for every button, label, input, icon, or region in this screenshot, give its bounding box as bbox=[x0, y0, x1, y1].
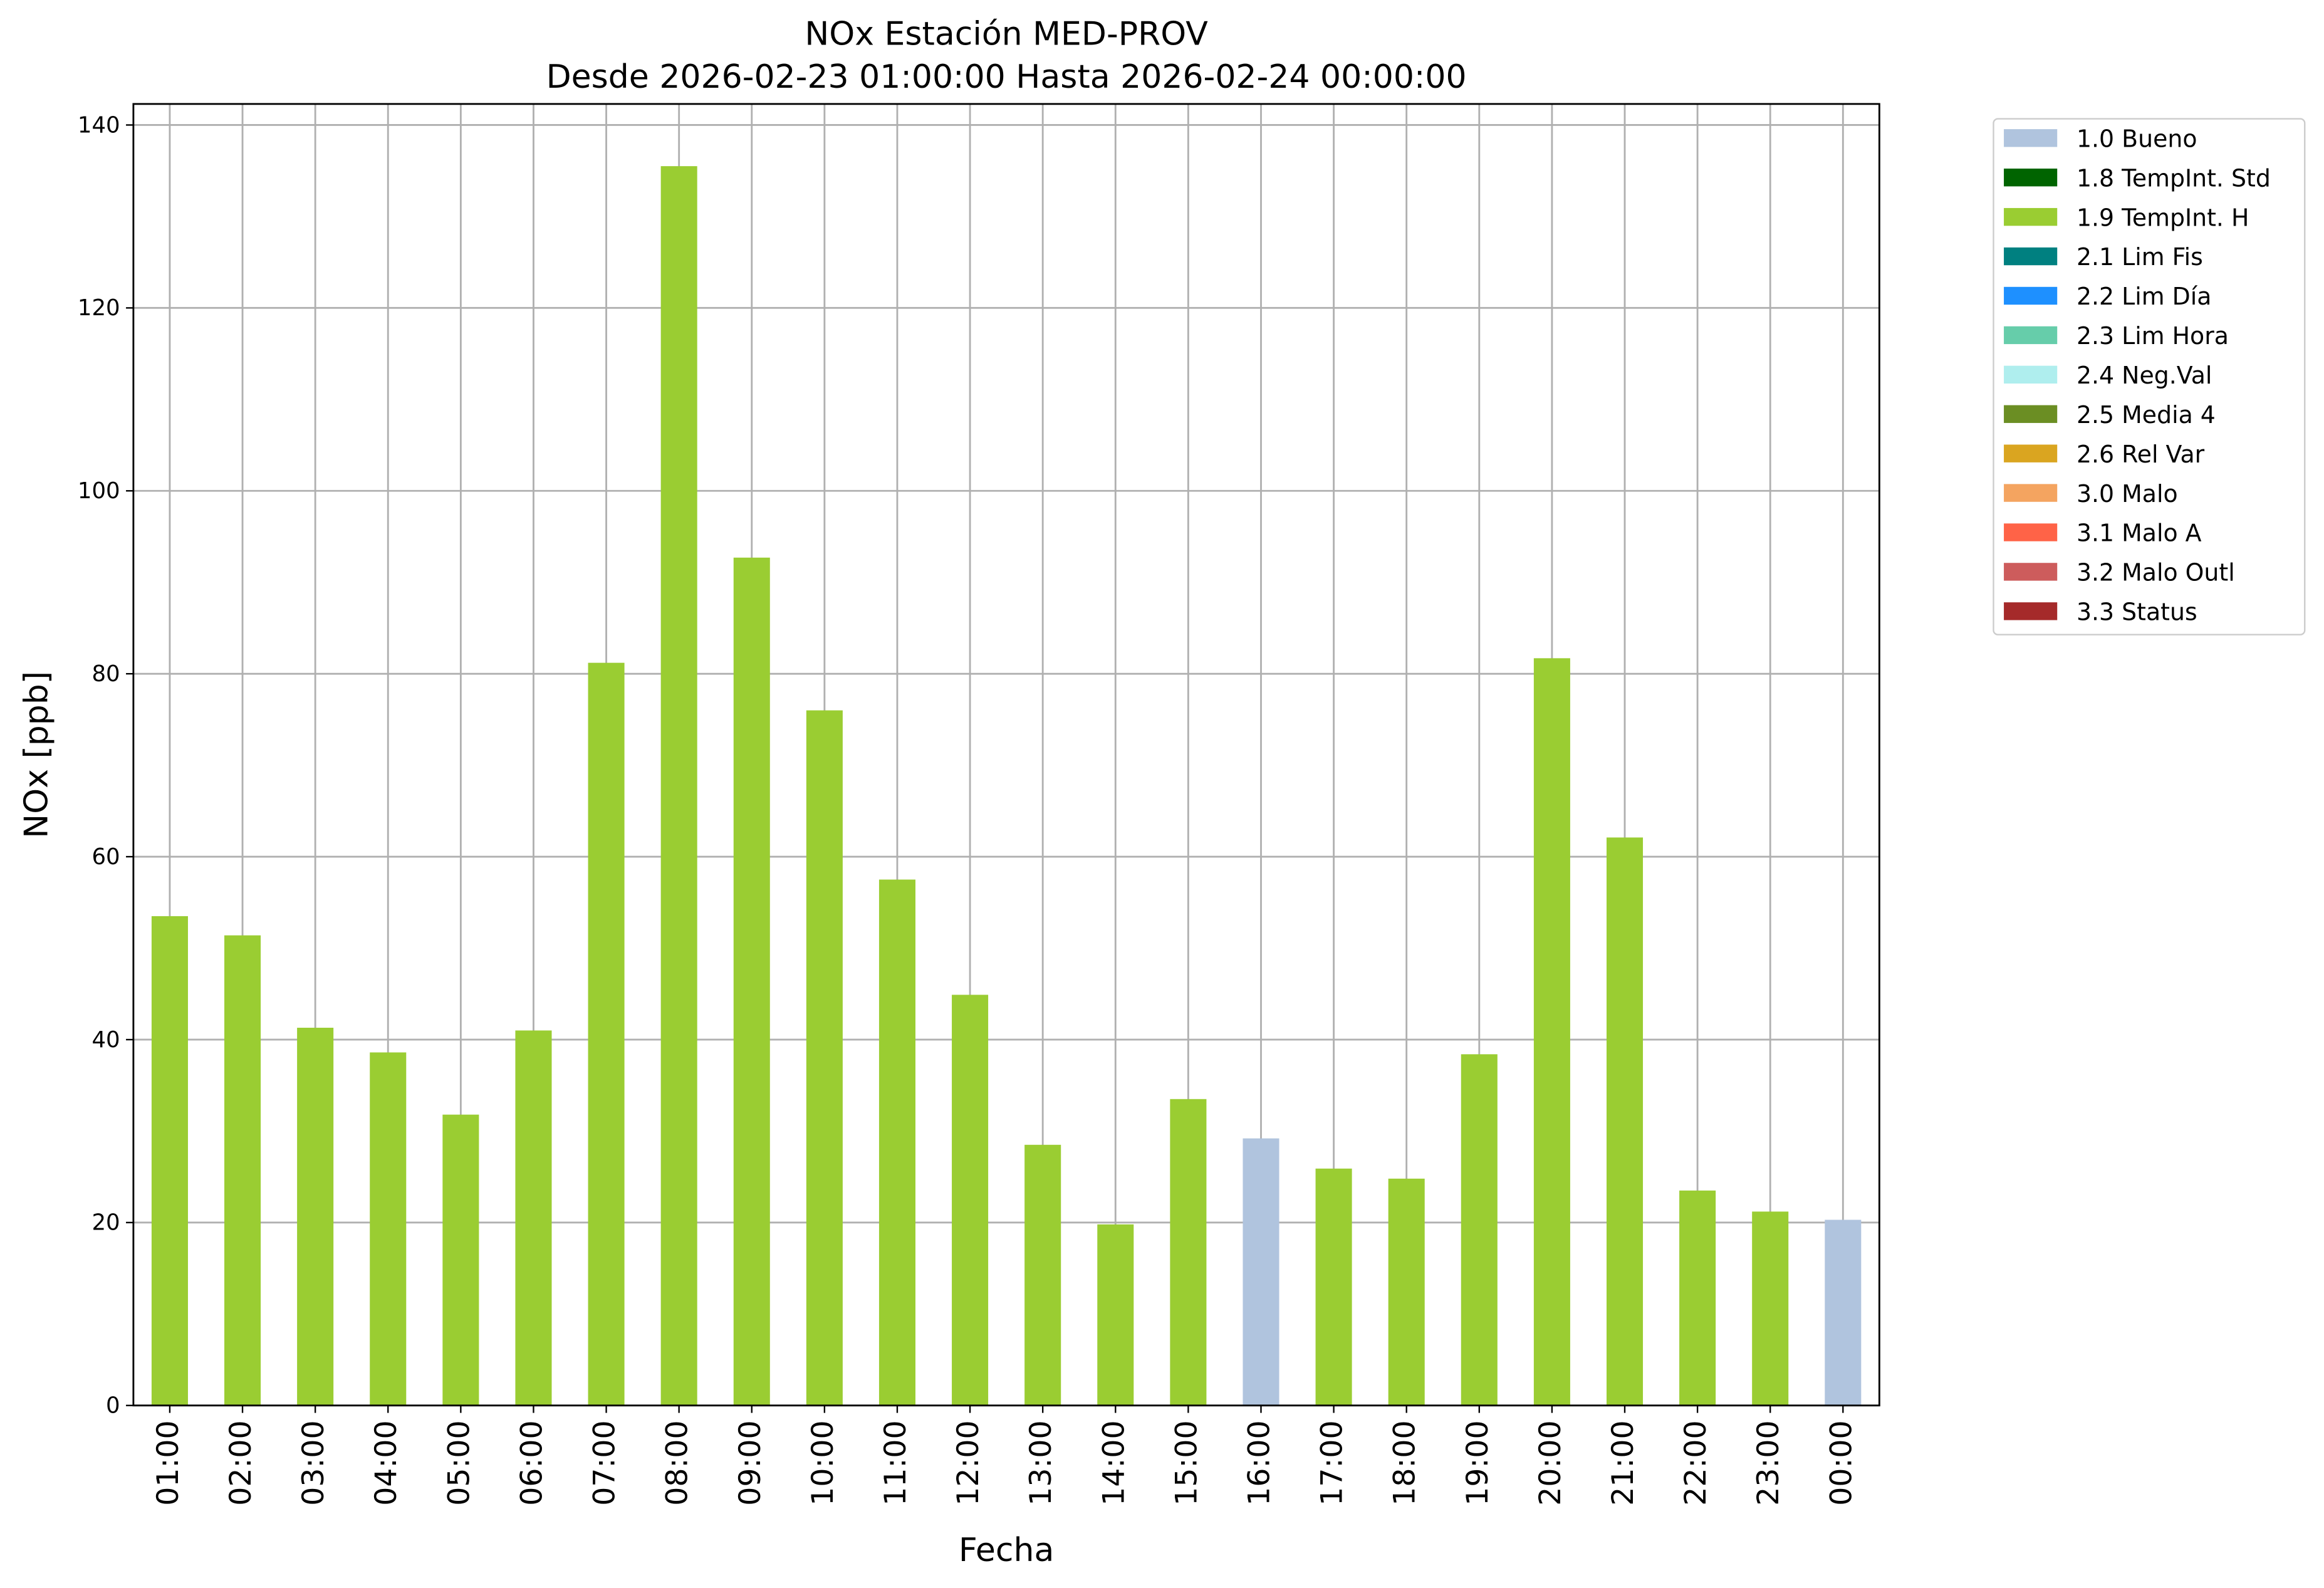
bar bbox=[297, 1027, 334, 1406]
legend-swatch bbox=[2004, 286, 2058, 305]
x-tick-label: 20:00 bbox=[1533, 1420, 1568, 1505]
x-tick-label: 11:00 bbox=[878, 1420, 913, 1505]
legend-label: 3.2 Malo Outl bbox=[2076, 559, 2235, 587]
bar bbox=[1170, 1099, 1207, 1406]
legend-swatch bbox=[2004, 523, 2058, 541]
legend-label: 1.9 TempInt. H bbox=[2076, 204, 2249, 231]
legend-label: 2.3 Lim Hora bbox=[2076, 322, 2229, 350]
x-tick-label: 09:00 bbox=[733, 1420, 768, 1505]
bar bbox=[1097, 1224, 1134, 1406]
y-tick-label: 0 bbox=[106, 1393, 120, 1419]
y-tick-label: 80 bbox=[91, 661, 120, 687]
y-tick-label: 40 bbox=[91, 1027, 120, 1053]
bar bbox=[370, 1052, 407, 1406]
legend-label: 2.5 Media 4 bbox=[2076, 401, 2216, 429]
x-tick-label: 05:00 bbox=[442, 1420, 476, 1505]
bar bbox=[1679, 1190, 1716, 1406]
bar bbox=[806, 710, 843, 1406]
legend-swatch bbox=[2004, 169, 2058, 187]
legend-label: 3.0 Malo bbox=[2076, 480, 2178, 508]
bar bbox=[1315, 1168, 1352, 1406]
x-tick-label: 13:00 bbox=[1024, 1420, 1058, 1505]
x-tick-label: 10:00 bbox=[806, 1420, 840, 1505]
legend-label: 2.4 Neg.Val bbox=[2076, 362, 2212, 389]
bar bbox=[878, 879, 916, 1406]
bar bbox=[1825, 1220, 1862, 1406]
x-tick-label: 17:00 bbox=[1315, 1420, 1350, 1505]
legend-swatch bbox=[2004, 326, 2058, 345]
legend-label: 2.2 Lim Día bbox=[2076, 283, 2211, 310]
x-tick-label: 15:00 bbox=[1169, 1420, 1204, 1505]
legend-swatch bbox=[2004, 484, 2058, 502]
bar bbox=[1533, 658, 1570, 1406]
bar bbox=[1388, 1178, 1425, 1406]
y-tick-label: 100 bbox=[78, 478, 120, 504]
bar bbox=[1461, 1054, 1498, 1406]
x-tick-label: 06:00 bbox=[514, 1420, 549, 1505]
y-tick-label: 140 bbox=[78, 112, 120, 138]
chart-title: NOx Estación MED-PROV bbox=[805, 15, 1208, 53]
legend-label: 2.6 Rel Var bbox=[2076, 441, 2205, 468]
y-tick-label: 20 bbox=[91, 1210, 120, 1236]
legend-swatch bbox=[2004, 365, 2058, 384]
x-tick-label: 07:00 bbox=[588, 1420, 622, 1505]
y-tick-label: 60 bbox=[91, 844, 120, 870]
plot-frame bbox=[132, 103, 1880, 1407]
bar bbox=[224, 935, 261, 1406]
bar bbox=[1752, 1211, 1789, 1406]
x-tick-label: 23:00 bbox=[1751, 1420, 1786, 1505]
legend-label: 2.1 Lim Fis bbox=[2076, 243, 2203, 271]
chart-subtitle: Desde 2026-02-23 01:00:00 Hasta 2026-02-… bbox=[546, 58, 1467, 96]
legend-box bbox=[1993, 118, 2306, 635]
x-tick-label: 03:00 bbox=[296, 1420, 331, 1505]
legend-swatch bbox=[2004, 247, 2058, 266]
bar bbox=[1606, 837, 1644, 1406]
bar bbox=[1024, 1144, 1061, 1406]
x-tick-label: 01:00 bbox=[151, 1420, 185, 1505]
x-tick-label: 18:00 bbox=[1388, 1420, 1422, 1505]
bar bbox=[660, 166, 697, 1406]
legend-swatch bbox=[2004, 129, 2058, 147]
legend-swatch bbox=[2004, 207, 2058, 226]
x-tick-label: 08:00 bbox=[660, 1420, 695, 1505]
bar bbox=[588, 662, 625, 1406]
bar bbox=[952, 995, 989, 1406]
legend-label: 3.3 Status bbox=[2076, 598, 2197, 626]
legend-swatch bbox=[2004, 405, 2058, 423]
bar bbox=[1243, 1138, 1279, 1406]
x-tick-label: 04:00 bbox=[369, 1420, 404, 1505]
legend-swatch bbox=[2004, 563, 2058, 581]
x-tick-label: 22:00 bbox=[1679, 1420, 1713, 1505]
y-axis-label: NOx [ppb] bbox=[18, 671, 56, 838]
y-tick-label: 120 bbox=[78, 295, 120, 321]
legend-swatch bbox=[2004, 444, 2058, 462]
bar bbox=[442, 1114, 479, 1406]
legend-label: 1.0 Bueno bbox=[2076, 125, 2197, 152]
x-tick-label: 02:00 bbox=[224, 1420, 258, 1505]
x-axis-label: Fecha bbox=[959, 1532, 1055, 1569]
legend-label: 1.8 TempInt. Std bbox=[2076, 164, 2271, 192]
bar bbox=[151, 916, 188, 1406]
bar bbox=[733, 557, 770, 1406]
x-tick-label: 12:00 bbox=[951, 1420, 986, 1505]
legend-label: 3.1 Malo A bbox=[2076, 520, 2202, 547]
legend-swatch bbox=[2004, 602, 2058, 620]
x-tick-label: 19:00 bbox=[1461, 1420, 1495, 1505]
x-tick-label: 00:00 bbox=[1824, 1420, 1858, 1505]
bar bbox=[515, 1030, 552, 1406]
x-tick-label: 21:00 bbox=[1606, 1420, 1640, 1505]
x-tick-label: 14:00 bbox=[1097, 1420, 1131, 1505]
x-tick-label: 16:00 bbox=[1242, 1420, 1276, 1505]
